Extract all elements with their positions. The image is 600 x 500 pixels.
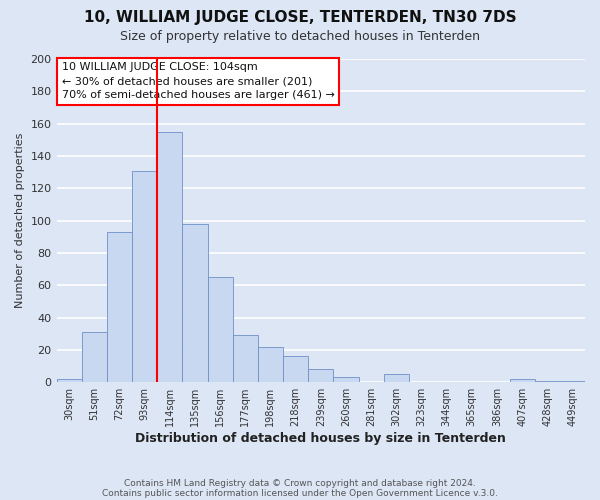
Bar (535, 380, 560, 382)
Y-axis label: Number of detached properties: Number of detached properties (15, 133, 25, 308)
Bar (383, 374, 409, 382)
Bar (157, 132, 182, 382)
Bar (56, 379, 82, 382)
Bar (182, 224, 208, 382)
Bar (233, 336, 258, 382)
Text: 10, WILLIAM JUDGE CLOSE, TENTERDEN, TN30 7DS: 10, WILLIAM JUDGE CLOSE, TENTERDEN, TN30… (83, 10, 517, 25)
Bar (208, 277, 233, 382)
Bar (334, 378, 359, 382)
Bar (509, 379, 535, 382)
Text: Size of property relative to detached houses in Tenterden: Size of property relative to detached ho… (120, 30, 480, 43)
Bar (132, 170, 157, 382)
Text: Contains public sector information licensed under the Open Government Licence v.: Contains public sector information licen… (102, 488, 498, 498)
Text: Contains HM Land Registry data © Crown copyright and database right 2024.: Contains HM Land Registry data © Crown c… (124, 478, 476, 488)
Bar (560, 380, 585, 382)
X-axis label: Distribution of detached houses by size in Tenterden: Distribution of detached houses by size … (136, 432, 506, 445)
Text: 10 WILLIAM JUDGE CLOSE: 104sqm
← 30% of detached houses are smaller (201)
70% of: 10 WILLIAM JUDGE CLOSE: 104sqm ← 30% of … (62, 62, 335, 100)
Bar (258, 346, 283, 382)
Bar (82, 332, 107, 382)
Bar (308, 370, 334, 382)
Bar (107, 232, 132, 382)
Bar (283, 356, 308, 382)
